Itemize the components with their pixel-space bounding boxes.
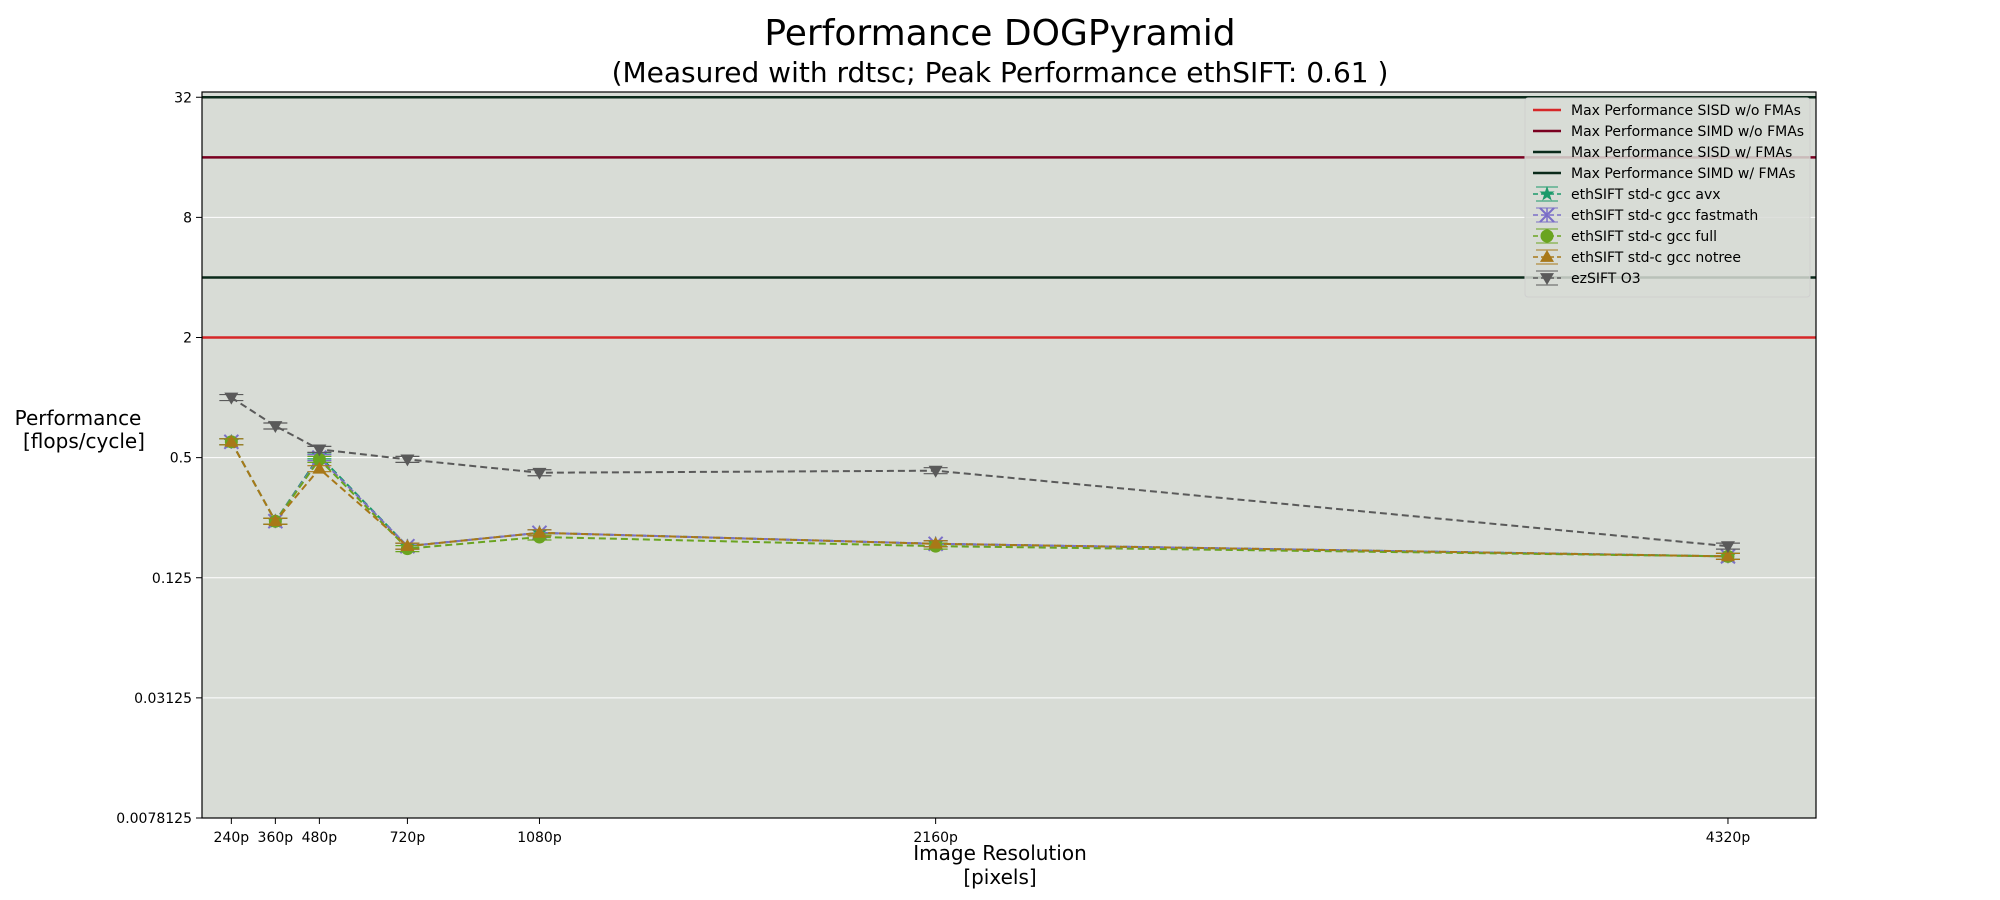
data-point [400,539,415,552]
data-point [400,454,415,467]
y-tick-label: 0.03125 [134,691,192,707]
legend-marker [1540,229,1554,243]
legend-marker [1539,186,1555,201]
x-tick-label: 480p [302,830,338,846]
y-tick-label: 2 [183,331,192,347]
x-tick-label: 360p [258,830,294,846]
chart-subtitle: (Measured with rdtsc; Peak Performance e… [612,56,1389,89]
x-tick-label: 720p [390,830,426,846]
legend-label: ezSIFT O3 [1571,271,1641,287]
data-point [1720,541,1735,554]
data-point [268,421,283,434]
legend-label: Max Performance SISD w/ FMAs [1571,145,1792,161]
data-point [312,461,327,474]
data-point [312,444,327,457]
legend: Max Performance SISD w/o FMAs Max Perform… [1524,97,1811,298]
data-point [928,536,943,549]
y-axis-label-unit: [flops/cycle] [23,429,145,453]
x-tick-label: 2160p [913,830,958,846]
data-point [224,392,239,405]
y-tick-label: 0.0078125 [116,811,192,827]
legend-marker [1540,273,1554,285]
legend-marker [1540,250,1554,262]
data-point [928,465,943,478]
plot-frame [201,91,1817,819]
x-tick-label: 4320p [1706,830,1751,846]
x-tick-label: 1080p [517,830,562,846]
x-axis-label-unit: [pixels] [963,865,1036,889]
y-axis-label: Performance [15,406,142,430]
data-point [268,514,283,527]
legend-label: Max Performance SIMD w/ FMAs [1571,166,1796,182]
data-point [1720,549,1735,562]
legend-label: ethSIFT std-c gcc notree [1571,250,1741,266]
legend-label: ethSIFT std-c gcc avx [1571,187,1721,203]
y-tick-label: 0.5 [170,451,192,467]
data-point [224,434,239,447]
data-point [532,467,547,480]
data-point [532,525,547,538]
y-tick-label: 8 [183,210,192,226]
chart-title: Performance DOGPyramid [764,13,1235,54]
x-tick-label: 240p [214,830,250,846]
y-tick-label: 0.125 [152,571,192,587]
x-axis-label: Image Resolution [913,841,1087,865]
legend-label: ethSIFT std-c gcc fastmath [1571,208,1758,224]
legend-box [1524,97,1811,298]
legend-marker [1539,207,1555,223]
legend-label: Max Performance SIMD w/o FMAs [1571,124,1804,140]
y-tick-label: 32 [174,90,192,106]
legend-label: ethSIFT std-c gcc full [1571,229,1717,245]
legend-label: Max Performance SISD w/o FMAs [1571,103,1801,119]
